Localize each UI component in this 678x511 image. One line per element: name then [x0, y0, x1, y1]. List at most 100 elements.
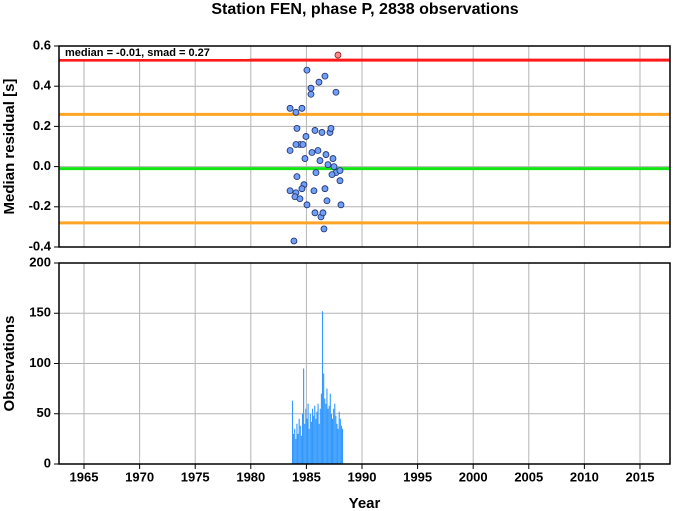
bar [294, 428, 296, 464]
point [329, 155, 337, 162]
x-tick-label: 2000 [459, 469, 488, 484]
y-tick-label: -0.2 [29, 198, 51, 213]
point [324, 161, 332, 168]
bar [297, 433, 299, 464]
point [321, 72, 329, 80]
x-tick-label: 1965 [70, 469, 99, 484]
y-tick-label: 100 [29, 355, 51, 370]
bar [341, 428, 344, 464]
bar [306, 418, 308, 464]
point [299, 141, 307, 148]
point [334, 51, 342, 59]
bar [319, 408, 321, 464]
point [296, 195, 304, 203]
bar [339, 418, 341, 464]
x-tick-label: 1990 [348, 469, 377, 484]
bar [325, 403, 327, 464]
point [307, 84, 315, 92]
bar [300, 435, 302, 464]
y-tick-label: 0.4 [33, 78, 52, 93]
point [298, 104, 306, 112]
bar [336, 423, 338, 464]
point [303, 201, 311, 209]
point [292, 108, 300, 116]
bar [324, 398, 326, 464]
point [336, 177, 344, 185]
annotation-box [60, 47, 250, 59]
bar [320, 393, 322, 464]
x-axis-label: Year [349, 495, 381, 511]
point [310, 187, 318, 195]
bar [303, 368, 305, 464]
point [323, 197, 331, 205]
point [308, 149, 316, 156]
bar [309, 413, 311, 464]
chart-title: Station FEN, phase P, 2838 observations [211, 1, 518, 18]
point [319, 209, 327, 217]
point [307, 90, 315, 98]
point [327, 125, 335, 132]
point [314, 147, 322, 154]
bar [333, 408, 335, 464]
y-tick-label: -0.4 [29, 238, 52, 253]
plot-frame [58, 45, 671, 248]
bar [308, 428, 310, 464]
point [311, 127, 319, 134]
point [290, 237, 298, 245]
bar [301, 413, 304, 464]
y-tick-label: 200 [29, 254, 51, 269]
point [293, 173, 301, 181]
bar [321, 311, 324, 464]
point [311, 209, 319, 217]
bar [317, 403, 319, 464]
point [330, 163, 338, 171]
point [336, 167, 344, 175]
bar [337, 428, 339, 464]
bar [314, 405, 316, 464]
point [337, 201, 345, 209]
y-tick-label: 0 [44, 455, 51, 470]
bar [331, 418, 334, 464]
point [293, 125, 301, 132]
bar [298, 418, 300, 464]
plot-frame [58, 262, 671, 465]
annotation: median = -0.01, smad = 0.27 [65, 47, 210, 59]
y-tick-label: 150 [29, 305, 51, 320]
bar [330, 413, 332, 464]
bar [329, 393, 331, 464]
bar [296, 423, 298, 464]
bar [338, 411, 340, 464]
bar [313, 415, 315, 464]
bar [334, 403, 336, 464]
bar [340, 425, 342, 464]
point [302, 133, 310, 140]
point [312, 169, 320, 177]
y-axis-label: Median residual [s] [1, 79, 18, 215]
point [298, 185, 306, 193]
y-tick-label: 50 [37, 405, 51, 420]
point [301, 155, 309, 162]
y-tick-label: 0.2 [33, 118, 51, 133]
point [286, 187, 294, 195]
bar [315, 418, 317, 464]
point [292, 141, 300, 148]
bar [299, 425, 301, 464]
bar [310, 421, 312, 464]
bar [326, 388, 328, 464]
point [316, 157, 324, 164]
point [286, 104, 294, 112]
bar [327, 408, 329, 464]
y-tick-label: 0.0 [33, 158, 51, 173]
bar [291, 400, 294, 464]
bar [318, 423, 320, 464]
point [318, 129, 326, 136]
x-tick-label: 2010 [570, 469, 599, 484]
bar [295, 438, 297, 464]
point [315, 78, 323, 86]
x-tick-label: 1975 [181, 469, 210, 484]
bar [293, 433, 295, 464]
x-tick-label: 1985 [292, 469, 321, 484]
bar [304, 423, 306, 464]
point [320, 225, 328, 233]
